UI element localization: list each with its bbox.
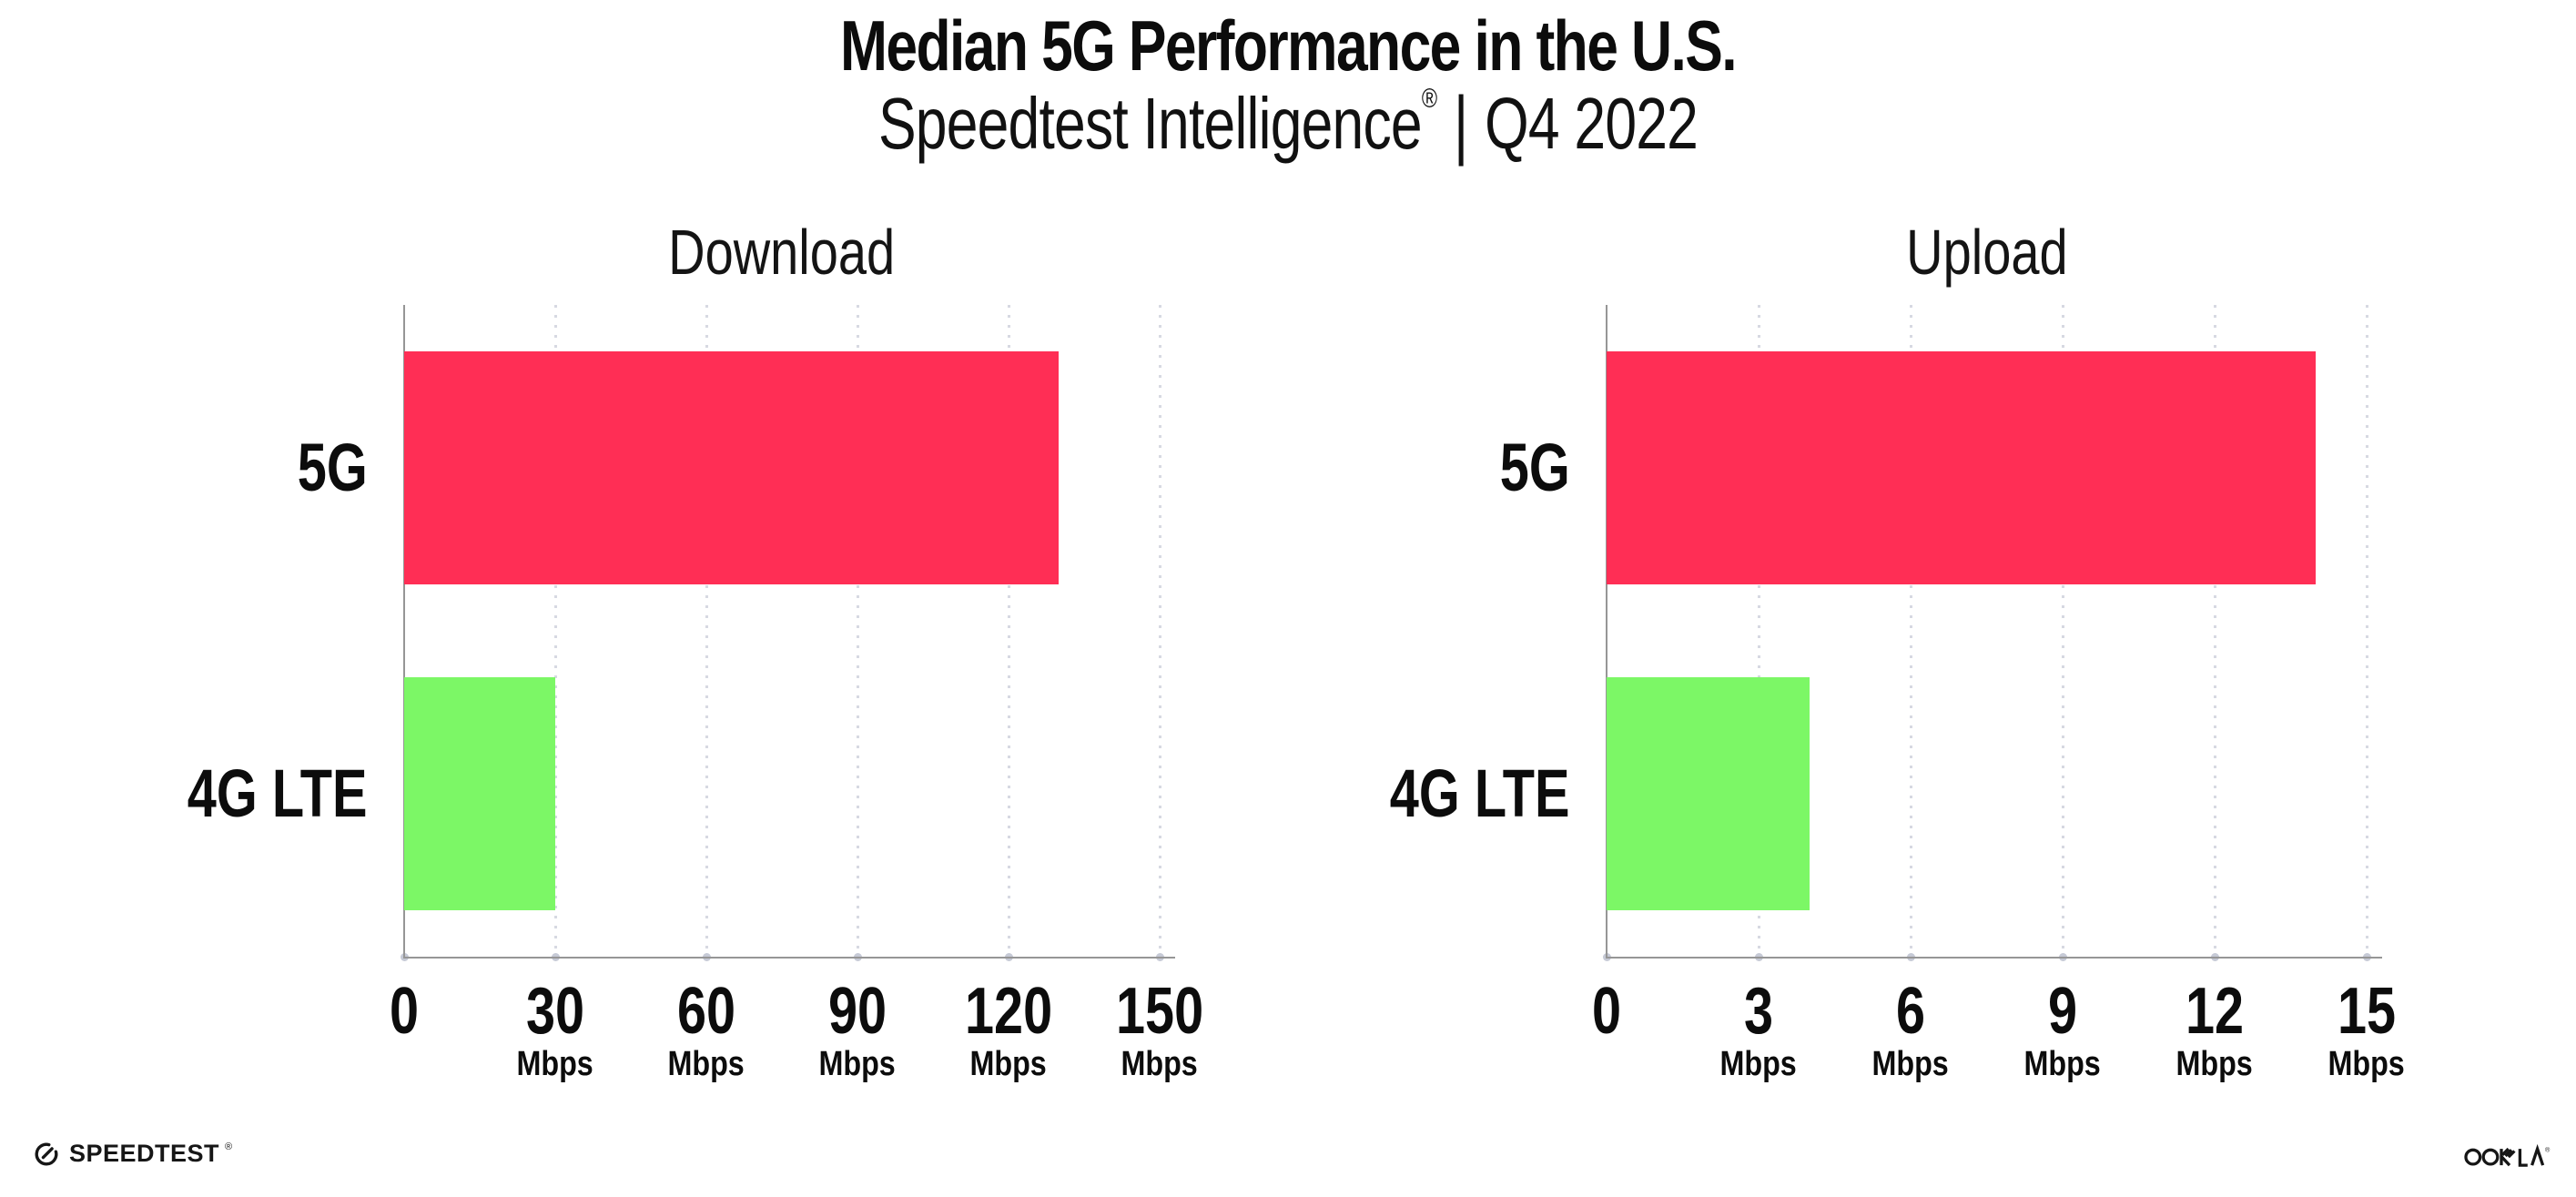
gridline (705, 305, 708, 957)
speedtest-logo: SPEEDTEST ® (33, 1140, 236, 1168)
x-tick-label: 60 (676, 975, 736, 1048)
category-label-5g: 5G (297, 430, 368, 505)
x-tick-label: 12 (2185, 975, 2245, 1048)
x-axis (1606, 957, 2382, 959)
ookla-wordmark: ® (2464, 1143, 2551, 1167)
gridline (1007, 305, 1010, 957)
gridline (553, 305, 557, 957)
page-title: Median 5G Performance in the U.S. (840, 5, 1738, 86)
x-tick-unit: Mbps (2023, 1045, 2102, 1083)
ookla-logo: ® (2463, 1143, 2551, 1170)
x-tick-unit: Mbps (2328, 1045, 2406, 1083)
gridline (1757, 305, 1760, 957)
y-axis (403, 305, 405, 959)
speedtest-gauge-icon (35, 1142, 58, 1165)
bar-4g-lte (404, 677, 555, 910)
x-tick-unit: Mbps (969, 1045, 1048, 1083)
speedtest-wordmark: SPEEDTEST (69, 1140, 220, 1167)
x-tick-unit: Mbps (667, 1045, 745, 1083)
x-tick-label: 3 (1743, 975, 1774, 1048)
x-tick-label: 30 (525, 975, 585, 1048)
category-label-5g: 5G (1499, 430, 1570, 505)
y-axis (1606, 305, 1607, 959)
x-tick-label: 15 (2337, 975, 2397, 1048)
gridline (1158, 305, 1161, 957)
gridline (1909, 305, 1912, 957)
x-tick-label: 120 (964, 975, 1053, 1048)
x-tick-unit: Mbps (1719, 1045, 1798, 1083)
bar-5g (1607, 351, 2317, 584)
gridline (2061, 305, 2064, 957)
gridline (2213, 305, 2216, 957)
x-axis (403, 957, 1175, 959)
x-tick-unit: Mbps (2175, 1045, 2254, 1083)
x-tick-unit: Mbps (516, 1045, 594, 1083)
subtitle-divider: | (1453, 80, 1468, 167)
gridline (856, 305, 859, 957)
x-tick-unit: Mbps (818, 1045, 897, 1083)
download-chart-title: Download (668, 217, 896, 288)
subtitle-product: Speedtest Intelligence (877, 83, 1423, 164)
bar-4g-lte (1607, 677, 1810, 910)
page-subtitle: Speedtest Intelligence® | Q4 2022 (0, 80, 2576, 185)
upload-chart-title: Upload (1905, 217, 2068, 288)
bar-5g (404, 351, 1060, 584)
x-tick-unit: Mbps (1121, 1045, 1199, 1083)
registered-mark: ® (1421, 84, 1437, 114)
category-label-4g-lte: 4G LTE (1390, 756, 1570, 831)
gridline (2365, 305, 2368, 957)
x-tick-label: 6 (1895, 975, 1926, 1048)
speedtest-registered-mark: ® (225, 1141, 233, 1152)
x-tick-label: 0 (1591, 975, 1622, 1048)
x-tick-label: 9 (2047, 975, 2078, 1048)
x-tick-unit: Mbps (1871, 1045, 1950, 1083)
category-label-4g-lte: 4G LTE (188, 756, 368, 831)
x-tick-label: 0 (389, 975, 420, 1048)
ookla-registered-mark: ® (2545, 1146, 2551, 1154)
x-tick-label: 150 (1115, 975, 1204, 1048)
x-tick-label: 90 (827, 975, 887, 1048)
subtitle-quarter: Q4 2022 (1485, 83, 1699, 164)
